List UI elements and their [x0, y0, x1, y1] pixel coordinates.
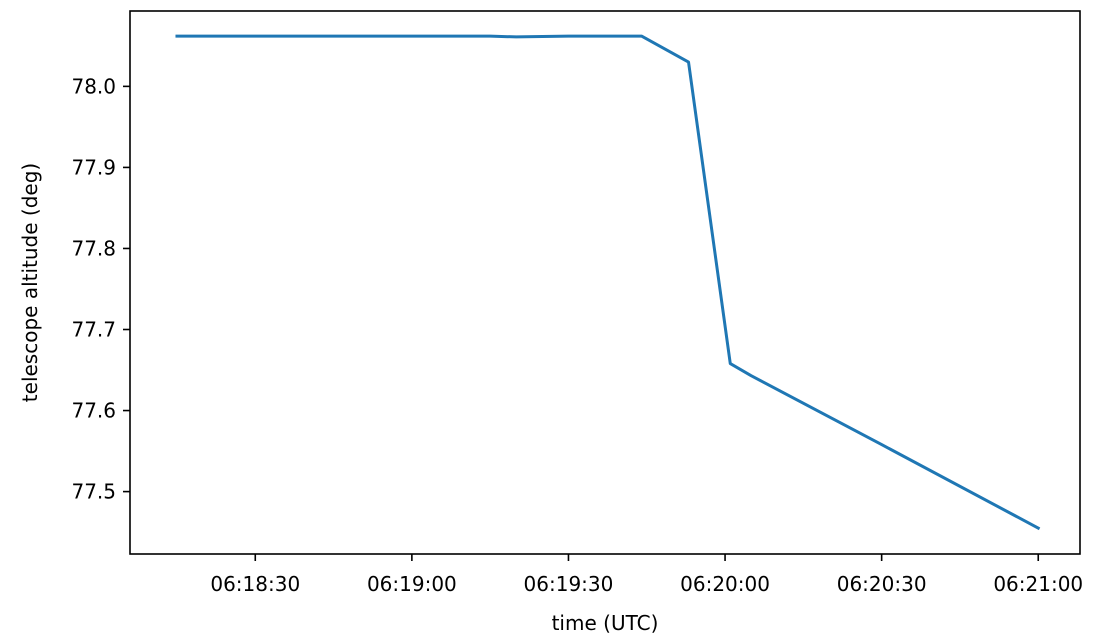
y-tick-label: 77.9: [71, 155, 116, 179]
x-axis-label: time (UTC): [552, 611, 659, 635]
plot-frame: [129, 10, 1081, 555]
y-tick-label: 77.8: [71, 236, 116, 260]
x-tick-label: 06:19:00: [367, 572, 457, 596]
y-tick-label: 77.5: [71, 480, 116, 504]
y-tick-label: 77.6: [71, 399, 116, 423]
x-tick-label: 06:19:30: [524, 572, 614, 596]
y-tick-label: 77.7: [71, 318, 116, 342]
x-tick-label: 06:18:30: [210, 572, 300, 596]
series-line: [175, 34, 1041, 531]
y-axis-label: telescope altitude (deg): [18, 163, 42, 402]
y-axis: 77.5 77.6 77.7 77.8 77.9 78.0: [71, 74, 130, 504]
x-tick-label: 06:20:30: [837, 572, 927, 596]
x-tick-label: 06:21:00: [993, 572, 1083, 596]
x-tick-label: 06:20:00: [680, 572, 770, 596]
y-tick-label: 78.0: [71, 74, 116, 98]
x-axis: 06:18:30 06:19:00 06:19:30 06:20:00 06:20:30…: [210, 554, 1083, 596]
